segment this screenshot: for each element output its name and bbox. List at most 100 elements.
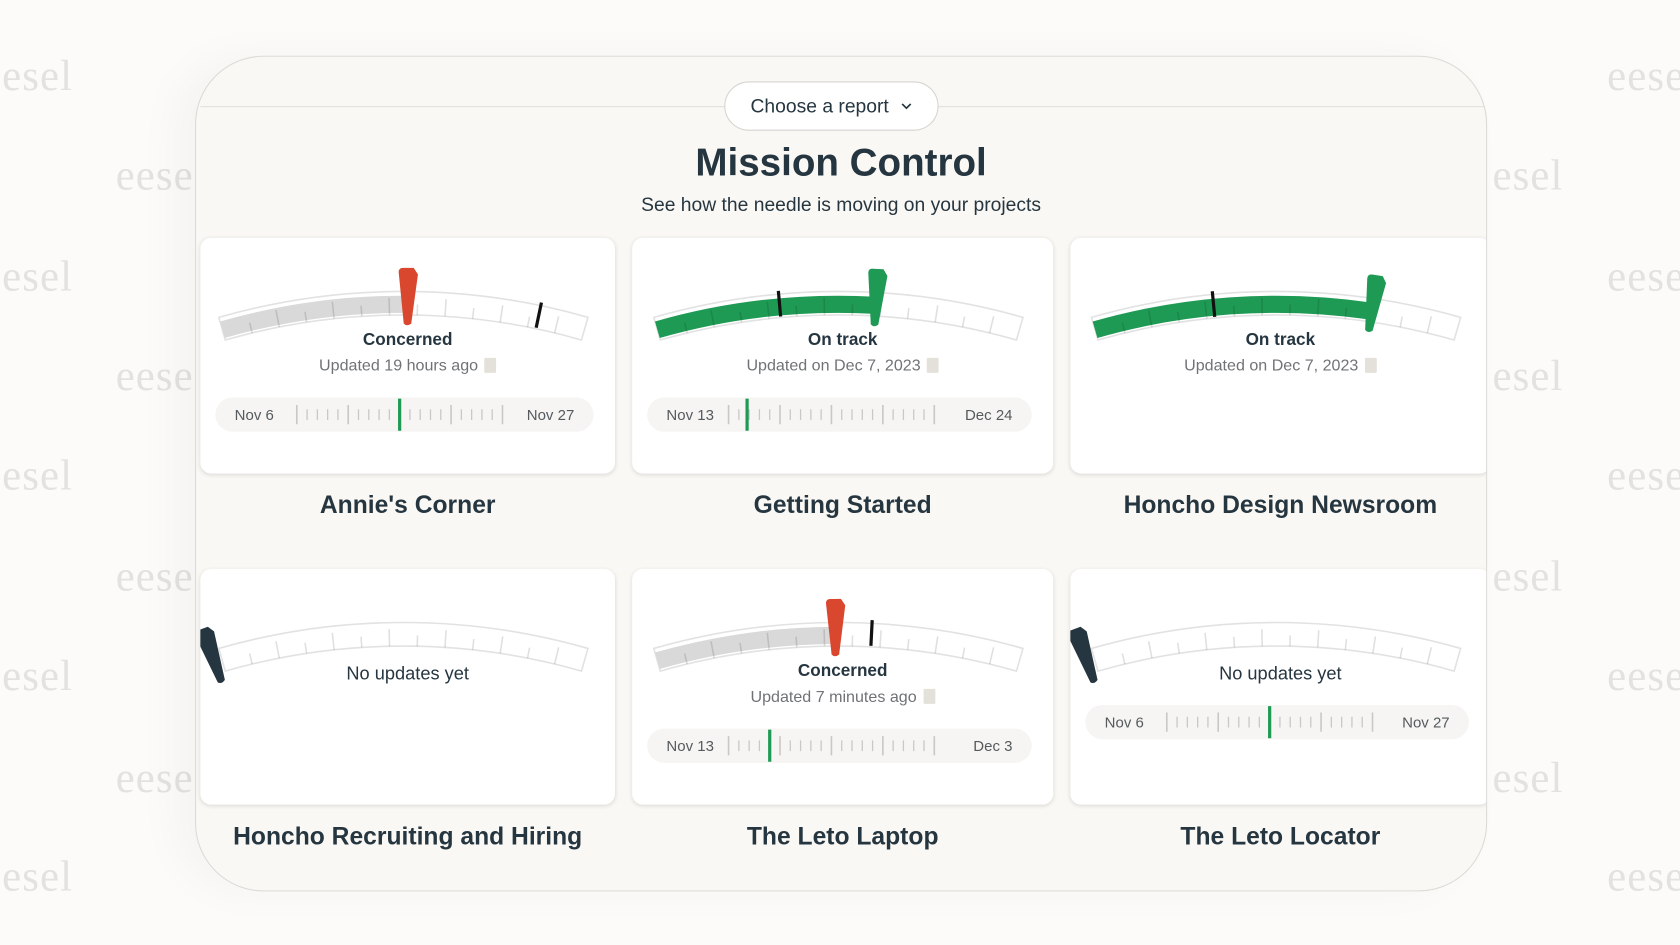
project-card[interactable]: Concerned Updated 19 hours ago Nov 6 Nov 27	[200, 237, 616, 474]
chevron-down-icon	[901, 103, 911, 110]
project-title[interactable]: The Leto Locator	[1180, 821, 1381, 850]
gauge-tick	[1344, 639, 1348, 650]
document-icon[interactable]	[1364, 357, 1377, 373]
gauge-progress-fill	[654, 626, 835, 670]
gauge-tick	[1121, 653, 1126, 665]
status-label: On track	[807, 331, 878, 350]
project-title[interactable]: Honcho Recruiting and Hiring	[233, 821, 583, 850]
choose-report-dropdown[interactable]: Choose a report	[724, 81, 939, 131]
timeline-end: Dec 24	[964, 406, 1013, 424]
timeline-end: Nov 27	[526, 406, 575, 424]
gauge-tick	[961, 647, 966, 659]
timeline-bar: Nov 6 Nov 27	[1085, 705, 1469, 740]
gauge-needle-icon	[868, 268, 888, 327]
gauge-tick	[1121, 322, 1126, 334]
project-title[interactable]: Honcho Design Newsroom	[1123, 490, 1438, 519]
status-label: On track	[1245, 331, 1316, 350]
timeline-bar: Nov 13 Dec 3	[647, 728, 1032, 763]
needle-shape	[398, 267, 418, 326]
gauge-tick	[526, 316, 531, 328]
choose-report-label: Choose a report	[750, 94, 889, 117]
watermark-logo: esel	[2, 851, 74, 901]
updated-label: Updated 19 hours ago	[319, 356, 479, 376]
gauge-tick	[444, 299, 447, 317]
gauge	[652, 598, 1024, 673]
updated-label: Updated 7 minutes ago	[750, 687, 917, 707]
project-card[interactable]: No updates yet Nov 6 Nov 27	[1070, 568, 1487, 805]
mission-control-panel: Choose a report Mission Control See how …	[195, 55, 1488, 892]
gauge-track	[217, 621, 589, 673]
watermark-logo: esel	[1492, 351, 1564, 400]
gauge-tick	[444, 630, 447, 648]
project-title[interactable]: The Leto Laptop	[746, 821, 939, 850]
gauge-tick	[1372, 636, 1377, 654]
gauge-tick	[304, 642, 308, 654]
gauge-tick	[499, 305, 504, 323]
document-icon[interactable]	[927, 357, 939, 373]
gauge	[200, 621, 589, 683]
timeline-ticks	[727, 398, 936, 431]
gauge-progress-fill	[219, 295, 404, 338]
gauge-tick	[275, 310, 281, 328]
gauge-tick	[1176, 642, 1181, 654]
watermark-logo: eese	[115, 351, 194, 400]
gauge-tick	[471, 639, 475, 650]
gauge-tick	[683, 322, 688, 334]
document-icon[interactable]	[923, 688, 935, 704]
gauge-tick	[553, 647, 560, 665]
gauge-tick	[360, 636, 363, 648]
watermark-logo: eese	[1607, 451, 1680, 500]
gauge-tick	[1232, 305, 1236, 317]
gauge	[1070, 621, 1462, 683]
gauge-tick	[961, 316, 966, 328]
updated-text: Updated 19 hours ago	[200, 357, 615, 375]
gauge-target-marker	[1210, 291, 1217, 317]
project-card[interactable]: Concerned Updated 7 minutes ago Nov 13 Dec …	[632, 568, 1054, 805]
gauge-tick	[988, 316, 995, 334]
project-title[interactable]: Annie's Corner	[319, 490, 496, 519]
gauge-tick	[1176, 311, 1181, 323]
watermark-logo: eese	[1607, 851, 1680, 901]
gauge-tick	[710, 641, 716, 659]
gauge-tick	[739, 642, 743, 654]
gauge-tick	[766, 632, 770, 650]
gauge-tick	[331, 301, 335, 319]
gauge-tick	[1204, 632, 1208, 650]
gauge-needle-icon	[1070, 626, 1098, 683]
gauge-target-marker	[869, 620, 874, 646]
project-card[interactable]: On track Updated on Dec 7, 2023	[1070, 237, 1487, 474]
watermark-logo: esel	[1492, 753, 1564, 802]
project-card[interactable]: On track Updated on Dec 7, 2023 Nov 13 Dec …	[632, 237, 1054, 474]
updated-label: Updated on Dec 7, 2023	[1184, 356, 1359, 376]
watermark-logo: esel	[2, 51, 74, 100]
watermark-logo: eese	[1607, 251, 1680, 301]
updated-text: Updated on Dec 7, 2023	[1070, 356, 1486, 376]
project-title[interactable]: Getting Started	[753, 490, 932, 519]
gauge-tick	[766, 301, 770, 319]
gauge-tick	[553, 316, 560, 334]
gauge-tick	[1232, 636, 1236, 648]
status-label: No updates yet	[346, 663, 469, 684]
status-label: Concerned	[797, 662, 888, 681]
watermark-logo: esel	[1492, 551, 1564, 601]
page-title: Mission Control	[695, 140, 987, 185]
gauge-tick	[275, 641, 281, 659]
watermark-logo: eese	[115, 551, 194, 601]
needle-shape	[1365, 274, 1387, 332]
gauge-needle-icon	[200, 626, 225, 683]
timeline-ticks	[295, 398, 504, 431]
timeline-end: Nov 27	[1402, 713, 1450, 731]
updated-text: Updated 7 minutes ago	[632, 688, 1053, 706]
watermark-logo: esel	[2, 451, 74, 500]
project-card[interactable]: No updates yet	[200, 568, 616, 805]
gauge-needle-icon	[1365, 274, 1387, 332]
gauge-target-marker	[776, 290, 783, 317]
gauge-tick	[934, 636, 939, 654]
gauge-tick	[1344, 307, 1348, 319]
gauge-tick	[934, 305, 939, 323]
document-icon[interactable]	[484, 357, 497, 373]
watermark-logo: esel	[1492, 151, 1564, 200]
gauge-tick	[1316, 630, 1320, 648]
gauge-tick	[360, 305, 363, 317]
